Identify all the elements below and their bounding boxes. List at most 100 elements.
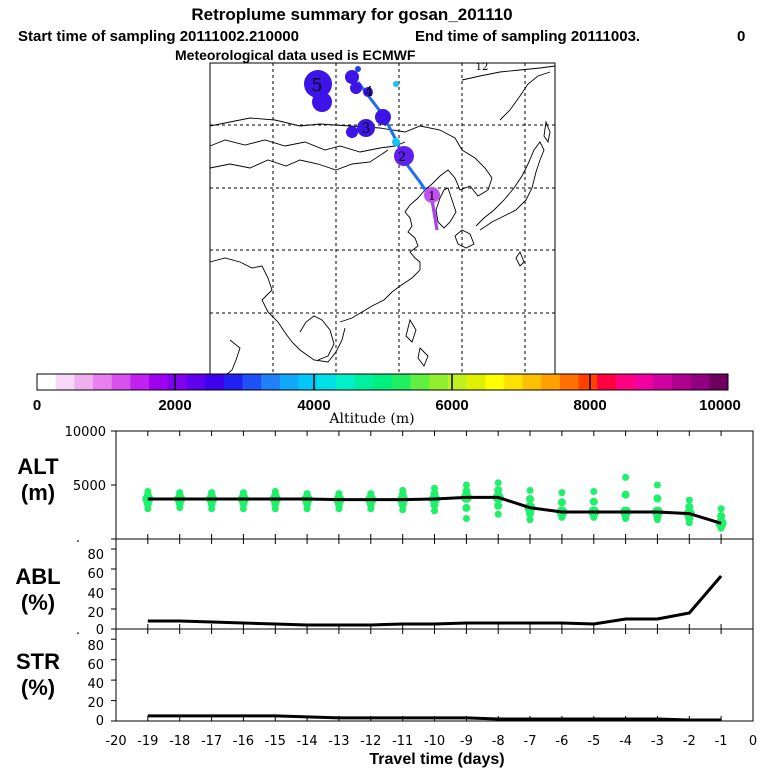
- colorbar-swatch: [242, 374, 262, 390]
- map-day-labels: 5 4 3 2 1 12: [311, 62, 488, 203]
- str-unit: (%): [21, 675, 55, 700]
- str-line: [147, 714, 722, 722]
- plume-cluster: [357, 119, 375, 137]
- alt-label: ALT: [17, 454, 59, 479]
- x-tick-label: -4: [619, 734, 632, 749]
- alt-spread-dot: [653, 494, 662, 503]
- colorbar-swatch: [466, 374, 486, 390]
- end-time-label: End time of sampling 20111003.: [415, 28, 640, 45]
- alt-spread-dot: [717, 512, 726, 520]
- map-label-3: 3: [362, 121, 371, 137]
- abl-yticks: 80 60 40 20 0 .: [76, 548, 104, 638]
- alt-spread-dot: [494, 501, 503, 510]
- axis-tick-marks: [111, 430, 754, 722]
- alt-spread-dot: [526, 509, 534, 518]
- colorbar-swatch: [653, 374, 673, 390]
- map-label-1: 1: [428, 189, 436, 203]
- map-graticule: [210, 63, 555, 375]
- colorbar-swatch: [167, 374, 187, 390]
- alt-spread-dot: [526, 495, 534, 503]
- x-tick-label: -13: [328, 734, 349, 749]
- colorbar-swatch: [503, 374, 524, 390]
- colorbar-swatch: [186, 374, 206, 390]
- colorbar-swatch: [671, 374, 692, 390]
- alt-ytick-10000: 10000: [65, 425, 106, 440]
- figure-title: Retroplume summary for gosan_201110: [191, 5, 512, 24]
- colorbar-tick-4000: 4000: [297, 397, 330, 414]
- plume-cluster: [375, 109, 391, 125]
- x-tick-label: -18: [169, 734, 190, 749]
- plume-cluster: [346, 126, 358, 138]
- colorbar-swatch: [335, 374, 355, 390]
- colorbar-swatch: [578, 374, 598, 390]
- colorbar-frame: [36, 373, 729, 391]
- x-tick-label: 0: [749, 734, 757, 749]
- str-ytick-80: 80: [87, 639, 104, 654]
- x-tick-label: -20: [105, 734, 126, 749]
- alt-spread-dot: [685, 519, 693, 527]
- alt-spread-dot: [208, 505, 216, 513]
- alt-spread-dot: [431, 507, 438, 515]
- colorbar-swatch: [597, 374, 617, 390]
- plume-cluster: [424, 187, 440, 203]
- str-label: STR: [16, 649, 60, 674]
- x-tick-label: -19: [137, 734, 158, 749]
- x-tick-label: -5: [587, 734, 600, 749]
- alt-unit: (m): [21, 480, 55, 505]
- colorbar-swatch: [111, 374, 131, 390]
- alt-spread-dot: [717, 505, 725, 513]
- colorbar-swatch: [37, 374, 57, 390]
- colorbar-tick-8000: 8000: [573, 397, 606, 414]
- alt-spread-dot: [526, 486, 534, 494]
- panel-labels: ALT (m) ABL (%) STR (%): [15, 454, 60, 700]
- abl-ytick-extra: .: [76, 623, 80, 638]
- met-data-label: Meteorological data used is ECMWF: [175, 47, 416, 63]
- colorbar-swatch: [391, 374, 412, 390]
- str-yticks: 80 60 40 20 0: [87, 639, 104, 729]
- str-ytick-60: 60: [87, 658, 104, 673]
- colorbar-swatch: [429, 374, 449, 390]
- alt-spread-dot: [494, 486, 503, 495]
- alt-spread-dot: [398, 500, 407, 509]
- x-tick-label: -8: [492, 734, 505, 749]
- abl-ytick-20: 20: [87, 606, 104, 621]
- alt-spread-dot: [176, 504, 184, 512]
- map-label-2: 2: [398, 150, 406, 165]
- colorbar-tick-10000: 10000: [699, 397, 741, 414]
- colorbar-swatch: [298, 374, 318, 390]
- alt-spread-dot: [303, 499, 312, 508]
- colorbar-swatch: [615, 374, 636, 390]
- alt-spread-dot: [653, 516, 661, 524]
- abl-line: [147, 575, 723, 627]
- alt-spread-dot: [399, 506, 407, 514]
- colorbar-swatch: [373, 374, 393, 390]
- colorbar-dividers: [174, 374, 591, 390]
- colorbar-swatch: [447, 374, 468, 390]
- plume-cluster: [363, 87, 373, 97]
- plume-cluster: [345, 70, 359, 84]
- alt-spread-dot: [431, 484, 438, 492]
- colorbar-swatch: [261, 374, 281, 390]
- alt-spread-dot: [622, 515, 630, 522]
- alt-mean-line: [147, 495, 722, 525]
- alt-spread-dot: [462, 515, 470, 522]
- x-tick-label: -11: [392, 734, 413, 749]
- colorbar-swatch: [279, 374, 299, 390]
- x-tick-label: -6: [555, 734, 568, 749]
- abl-unit: (%): [21, 590, 55, 615]
- x-tick-label: -2: [683, 734, 696, 749]
- abl-ytick-80: 80: [87, 548, 104, 563]
- trajectory-plume: [304, 66, 440, 231]
- colorbar-swatch: [709, 374, 729, 390]
- abl-panel-frame: [115, 538, 754, 630]
- colorbar-swatch: [541, 374, 561, 390]
- alt-spread-dot: [144, 505, 152, 513]
- abl-ytick-0: 0: [96, 623, 104, 638]
- trajectory-line-recent: [430, 199, 439, 231]
- colorbar-tick-0: 0: [33, 397, 41, 414]
- alt-spread-dot: [494, 510, 502, 518]
- alt-spread-dot: [207, 499, 216, 508]
- alt-spread-dot: [590, 488, 598, 495]
- colorbar-tick-6000: 6000: [435, 397, 468, 414]
